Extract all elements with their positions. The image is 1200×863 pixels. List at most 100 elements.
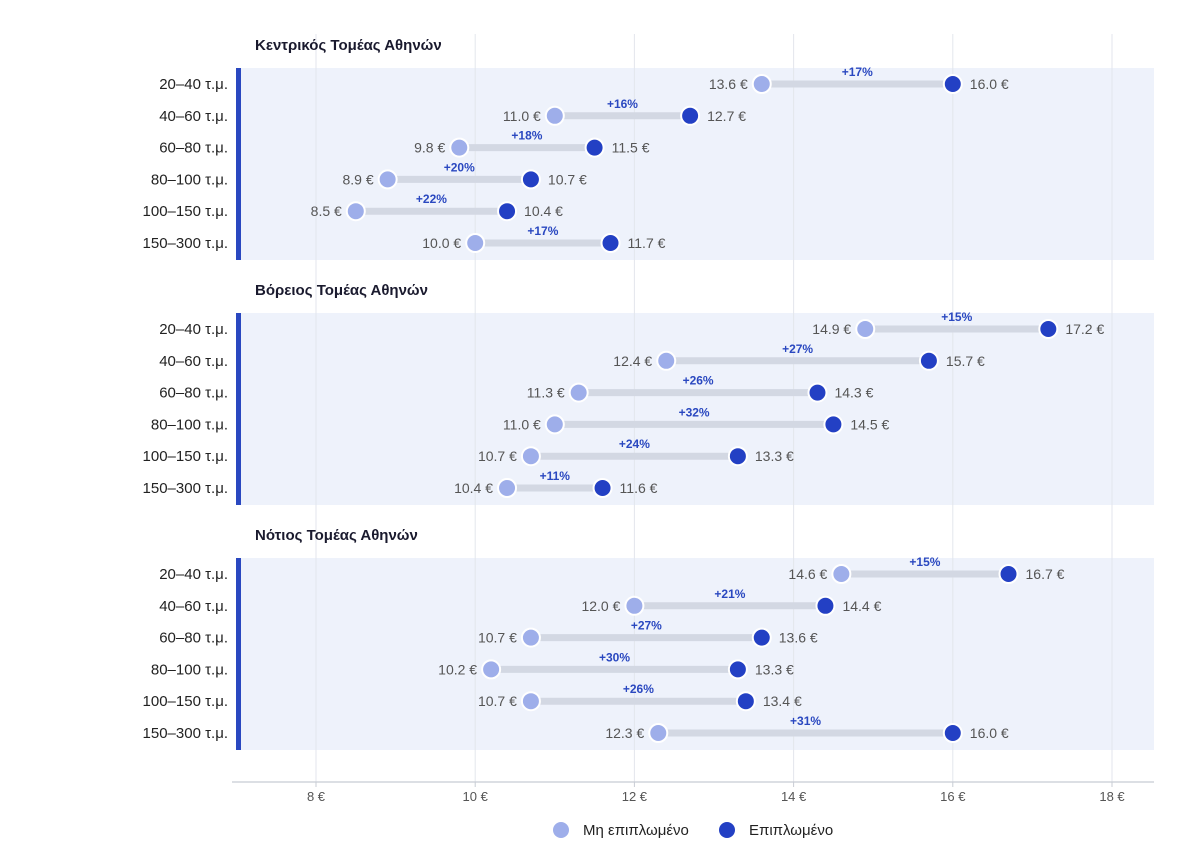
unfurnished-point: [544, 414, 565, 435]
unfurnished-value-label: 12.0 €: [581, 598, 620, 614]
furnished-value-label: 13.4 €: [763, 693, 802, 709]
change-label: +27%: [782, 342, 813, 356]
category-label: 40–60 τ.μ.: [159, 598, 228, 615]
panel-accent-bar: [236, 313, 241, 505]
category-label: 60–80 τ.μ.: [159, 630, 228, 647]
unfurnished-point: [497, 478, 518, 498]
unfurnished-value-label: 13.6 €: [709, 76, 748, 92]
unfurnished-value-label: 10.0 €: [422, 235, 461, 251]
category-label: 80–100 τ.μ.: [151, 416, 228, 433]
furnished-point: [520, 169, 541, 190]
dumbbell-row: 40–60 τ.μ. +27% 12.4 € 15.7 €: [159, 342, 985, 371]
category-label: 40–60 τ.μ.: [159, 353, 228, 370]
legend-swatch-furnished: [719, 822, 735, 838]
change-label: +16%: [607, 97, 638, 111]
x-tick-label: 16 €: [940, 789, 966, 804]
furnished-value-label: 17.2 €: [1065, 321, 1104, 337]
furnished-value-label: 13.3 €: [755, 661, 794, 677]
furnished-value-label: 12.7 €: [707, 108, 746, 124]
dumbbell-row: 60–80 τ.μ. +26% 11.3 € 14.3 €: [159, 374, 874, 403]
unfurnished-point: [568, 382, 589, 403]
category-label: 20–40 τ.μ.: [159, 76, 228, 93]
unfurnished-value-label: 10.7 €: [478, 448, 517, 464]
furnished-point: [815, 595, 836, 616]
furnished-point: [727, 659, 748, 680]
furnished-value-label: 15.7 €: [946, 353, 985, 369]
unfurnished-point: [656, 350, 677, 371]
change-label: +21%: [714, 587, 745, 601]
unfurnished-value-label: 12.4 €: [613, 353, 652, 369]
unfurnished-value-label: 8.9 €: [342, 171, 373, 187]
furnished-value-label: 14.5 €: [850, 416, 889, 432]
unfurnished-value-label: 10.7 €: [478, 630, 517, 646]
furnished-value-label: 16.7 €: [1026, 566, 1065, 582]
furnished-point: [918, 350, 939, 371]
category-label: 40–60 τ.μ.: [159, 108, 228, 125]
panels-layer: Κεντρικός Τομέας Αθηνών 20–40 τ.μ. +17% 13.…: [143, 37, 1104, 750]
legend-swatch-unfurnished: [553, 822, 569, 838]
unfurnished-value-label: 12.3 €: [605, 725, 644, 741]
furnished-value-label: 11.5 €: [612, 140, 650, 156]
dumbbell-row: 80–100 τ.μ. +30% 10.2 € 13.3 €: [151, 650, 794, 680]
change-label: +17%: [527, 224, 558, 238]
category-label: 150–300 τ.μ.: [143, 725, 228, 742]
furnished-point: [584, 137, 605, 158]
change-label: +26%: [683, 374, 714, 388]
furnished-value-label: 14.4 €: [842, 598, 881, 614]
x-tick-label: 10 €: [463, 789, 489, 804]
change-label: +11%: [540, 469, 571, 483]
category-label: 60–80 τ.μ.: [159, 140, 228, 157]
furnished-value-label: 16.0 €: [970, 725, 1009, 741]
unfurnished-point: [624, 595, 645, 616]
furnished-point: [823, 414, 844, 435]
panel-title: Νότιος Τομέας Αθηνών: [255, 527, 418, 544]
change-label: +27%: [631, 619, 662, 633]
unfurnished-value-label: 8.5 €: [311, 203, 342, 219]
category-label: 20–40 τ.μ.: [159, 321, 228, 338]
unfurnished-value-label: 9.8 €: [414, 140, 445, 156]
unfurnished-value-label: 10.2 €: [438, 661, 477, 677]
unfurnished-point: [520, 627, 541, 648]
change-label: +31%: [790, 714, 821, 728]
unfurnished-point: [377, 169, 398, 190]
category-label: 100–150 τ.μ.: [143, 203, 228, 220]
x-tick-label: 18 €: [1099, 789, 1125, 804]
change-label: +26%: [623, 682, 654, 696]
x-tick-label: 12 €: [622, 789, 648, 804]
furnished-point: [600, 233, 621, 253]
furnished-value-label: 10.7 €: [548, 171, 587, 187]
dumbbell-row: 60–80 τ.μ. +18% 9.8 € 11.5 €: [159, 129, 650, 158]
furnished-value-label: 11.7 €: [628, 235, 666, 251]
unfurnished-value-label: 14.6 €: [788, 566, 827, 582]
category-label: 150–300 τ.μ.: [143, 235, 228, 252]
panel-title: Βόρειος Τομέας Αθηνών: [255, 282, 428, 299]
furnished-point: [1038, 319, 1059, 339]
change-label: +32%: [679, 405, 710, 419]
change-label: +30%: [599, 650, 630, 664]
unfurnished-value-label: 10.4 €: [454, 480, 493, 496]
legend-item-unfurnished: Μη επιπλωμένο: [553, 822, 689, 839]
x-tick-label: 8 €: [307, 789, 326, 804]
x-axis: 8 € 10 € 12 € 14 € 16 € 18 €: [232, 781, 1154, 804]
furnished-point: [942, 74, 963, 94]
dumbbell-row: 80–100 τ.μ. +20% 8.9 € 10.7 €: [151, 160, 587, 190]
unfurnished-point: [449, 137, 470, 158]
dumbbell-row: 150–300 τ.μ. +11% 10.4 € 11.6 €: [143, 469, 658, 498]
dumbbell-row: 20–40 τ.μ. +15% 14.6 € 16.7 €: [159, 555, 1065, 584]
unfurnished-point: [751, 74, 772, 94]
furnished-value-label: 10.4 €: [524, 203, 563, 219]
dumbbell-row: 100–150 τ.μ. +26% 10.7 € 13.4 €: [143, 682, 802, 712]
category-label: 80–100 τ.μ.: [151, 661, 228, 678]
panel-accent-bar: [236, 558, 241, 750]
unfurnished-point: [648, 723, 669, 743]
legend-label-unfurnished: Μη επιπλωμένο: [583, 822, 689, 839]
furnished-point: [735, 691, 756, 712]
panel-accent-bar: [236, 68, 241, 260]
dumbbell-row: 80–100 τ.μ. +32% 11.0 € 14.5 €: [151, 405, 890, 435]
panel-1: Κεντρικός Τομέας Αθηνών 20–40 τ.μ. +17% 13.…: [143, 37, 1009, 260]
category-label: 100–150 τ.μ.: [143, 448, 228, 465]
category-label: 20–40 τ.μ.: [159, 566, 228, 583]
unfurnished-point: [831, 564, 852, 584]
change-label: +15%: [941, 310, 972, 324]
furnished-point: [751, 627, 772, 648]
